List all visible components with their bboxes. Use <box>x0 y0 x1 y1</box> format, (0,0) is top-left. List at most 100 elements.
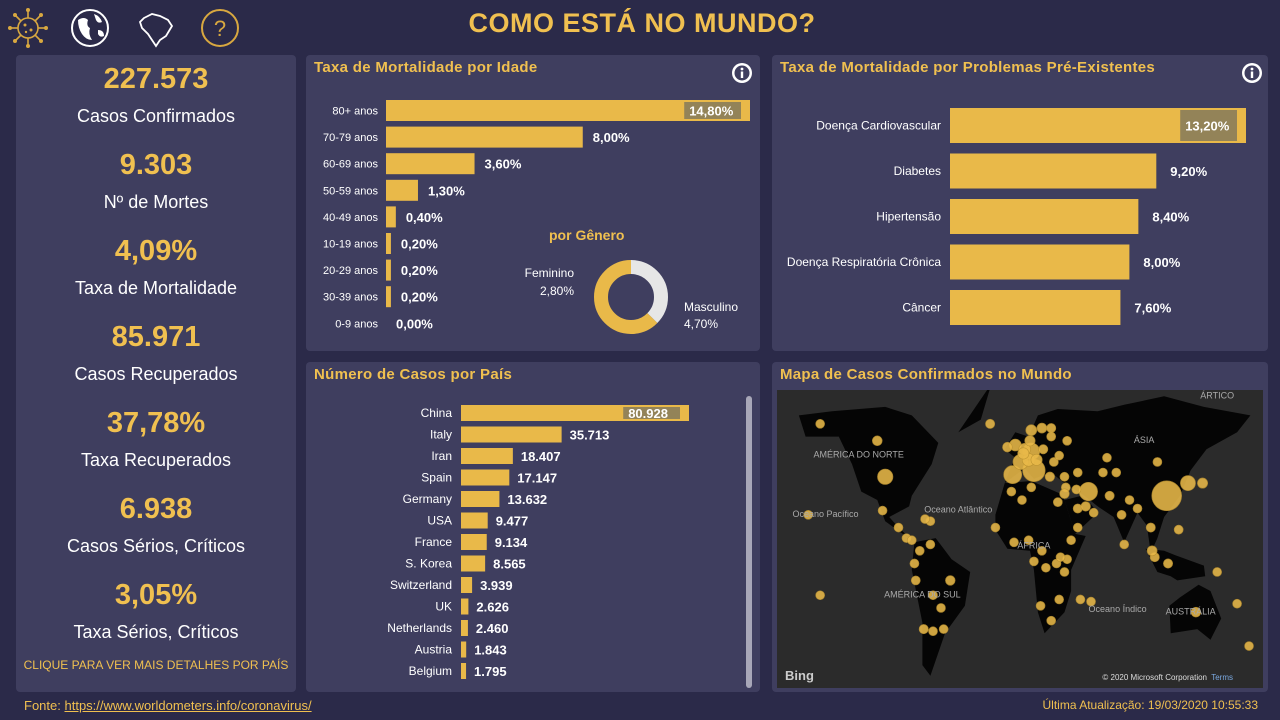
case-bubble[interactable] <box>1111 467 1122 478</box>
case-bubble[interactable] <box>1046 431 1057 442</box>
case-bubble[interactable] <box>914 546 925 556</box>
case-bubble[interactable] <box>909 558 920 569</box>
bar[interactable] <box>950 199 1139 234</box>
case-bubble[interactable] <box>936 603 946 613</box>
case-bubble[interactable] <box>1054 450 1064 461</box>
bar[interactable] <box>461 491 500 507</box>
case-bubble[interactable] <box>1023 535 1034 546</box>
case-bubble[interactable] <box>1212 567 1222 577</box>
case-bubble[interactable] <box>1052 497 1063 507</box>
case-bubble[interactable] <box>1002 441 1013 453</box>
case-bubble[interactable] <box>1029 556 1039 567</box>
case-bubble[interactable] <box>1072 522 1083 533</box>
bar[interactable] <box>950 244 1130 280</box>
case-bubble[interactable] <box>1180 475 1196 491</box>
case-bubble[interactable] <box>1025 424 1038 436</box>
case-bubble[interactable] <box>1035 601 1046 611</box>
countries-scrollbar[interactable] <box>746 396 752 688</box>
donut-slice[interactable] <box>594 260 668 334</box>
case-bubble[interactable] <box>1066 535 1076 546</box>
bar[interactable] <box>386 286 391 308</box>
case-bubble[interactable] <box>928 590 938 601</box>
case-bubble[interactable] <box>1197 477 1209 489</box>
case-bubble[interactable] <box>1098 467 1108 478</box>
case-bubble[interactable] <box>1009 537 1019 548</box>
case-bubble[interactable] <box>1046 615 1056 626</box>
bar[interactable] <box>461 598 469 615</box>
info-icon[interactable] <box>1240 61 1264 85</box>
case-bubble[interactable] <box>1119 539 1130 550</box>
bar[interactable] <box>461 555 486 572</box>
case-bubble[interactable] <box>906 535 917 546</box>
case-bubble[interactable] <box>1059 488 1070 499</box>
case-bubble[interactable] <box>928 626 938 637</box>
case-bubble[interactable] <box>910 575 921 586</box>
country-details-link[interactable]: CLIQUE PARA VER MAIS DETALHES POR PAÍS <box>23 658 289 672</box>
case-bubble[interactable] <box>1190 606 1202 618</box>
case-bubble[interactable] <box>1124 495 1135 505</box>
bar[interactable] <box>461 577 473 593</box>
case-bubble[interactable] <box>1173 524 1184 535</box>
case-bubble[interactable] <box>985 418 996 429</box>
case-bubble[interactable] <box>1086 596 1096 607</box>
brazil-map-icon[interactable] <box>134 6 178 50</box>
case-bubble[interactable] <box>1059 471 1070 482</box>
case-bubble[interactable] <box>1054 594 1064 605</box>
case-bubble[interactable] <box>893 522 904 533</box>
case-bubble[interactable] <box>1046 423 1057 434</box>
bar[interactable] <box>461 620 468 636</box>
case-bubble[interactable] <box>1151 480 1182 512</box>
case-bubble[interactable] <box>1055 552 1066 562</box>
map-terms-link[interactable]: Terms <box>1211 673 1233 682</box>
case-bubble[interactable] <box>1017 447 1030 460</box>
case-bubble[interactable] <box>1116 509 1127 520</box>
case-bubble[interactable] <box>1075 594 1086 605</box>
case-bubble[interactable] <box>872 435 883 447</box>
scrollbar-thumb[interactable] <box>746 396 752 688</box>
source-link[interactable]: https://www.worldometers.info/coronaviru… <box>64 698 312 713</box>
case-bubble[interactable] <box>815 419 825 429</box>
case-bubble[interactable] <box>815 590 825 601</box>
case-bubble[interactable] <box>945 575 956 586</box>
bar[interactable] <box>461 641 467 658</box>
bar[interactable] <box>386 153 475 175</box>
case-bubble[interactable] <box>918 624 929 635</box>
case-bubble[interactable] <box>1232 598 1242 609</box>
case-bubble[interactable] <box>1146 545 1158 557</box>
case-bubble[interactable] <box>1038 444 1049 455</box>
case-bubble[interactable] <box>1003 465 1023 484</box>
case-bubble[interactable] <box>1037 546 1047 556</box>
bar[interactable] <box>386 100 750 121</box>
case-bubble[interactable] <box>1049 457 1059 467</box>
case-bubble[interactable] <box>938 624 949 634</box>
case-bubble[interactable] <box>1026 482 1037 493</box>
case-bubble[interactable] <box>1080 501 1091 512</box>
case-bubble[interactable] <box>1145 522 1156 533</box>
case-bubble[interactable] <box>920 514 930 524</box>
bar[interactable] <box>461 663 467 679</box>
virus-icon[interactable] <box>6 6 50 50</box>
case-bubble[interactable] <box>925 539 936 550</box>
case-bubble[interactable] <box>1017 495 1027 505</box>
case-bubble[interactable] <box>1006 486 1017 497</box>
globe-icon[interactable] <box>68 6 112 50</box>
case-bubble[interactable] <box>1044 471 1055 482</box>
bar[interactable] <box>461 469 510 486</box>
case-bubble[interactable] <box>1163 558 1174 569</box>
bar[interactable] <box>461 534 487 550</box>
case-bubble[interactable] <box>1024 435 1036 447</box>
bar[interactable] <box>950 153 1157 189</box>
bar[interactable] <box>386 259 391 281</box>
bar[interactable] <box>386 206 396 228</box>
case-bubble[interactable] <box>877 468 894 485</box>
case-bubble[interactable] <box>1244 641 1254 651</box>
case-bubble[interactable] <box>803 510 814 520</box>
bar[interactable] <box>386 179 418 201</box>
case-bubble[interactable] <box>1062 435 1072 446</box>
bar[interactable] <box>386 233 391 254</box>
case-bubble[interactable] <box>1104 490 1115 501</box>
case-bubble[interactable] <box>1152 457 1163 467</box>
info-icon[interactable] <box>730 61 754 85</box>
case-bubble[interactable] <box>1102 452 1112 463</box>
bar[interactable] <box>461 426 562 443</box>
